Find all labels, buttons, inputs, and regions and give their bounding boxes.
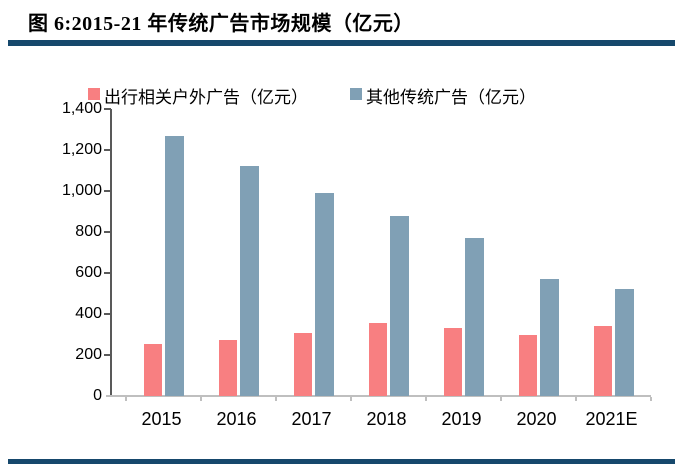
bottom-divider-rule [8,459,675,464]
bar-outdoor-2019 [443,328,462,396]
bar-other-2021E [614,289,634,396]
x-axis-labels: 2015 2016 2017 2018 2019 2020 2021E [124,409,649,430]
chart-legend: 出行相关户外广告（亿元） 其他传统广告（亿元） [88,83,536,108]
x-axis-label-2020: 2020 [516,409,557,429]
x-axis-tick [575,397,577,401]
bar-other-2017 [314,193,334,396]
x-axis-label-2017: 2017 [291,409,332,429]
x-axis-tick [125,397,127,401]
y-axis-tick-label: 1,400 [61,100,102,117]
x-axis-label-2015: 2015 [141,409,182,429]
bar-other-2018 [389,215,409,396]
x-axis-tick [350,397,352,401]
x-axis-label-2021E: 2021E [585,409,638,429]
bar-group-2018 [351,109,426,396]
x-axis-label-2016: 2016 [216,409,257,429]
plot-area [104,108,652,401]
x-axis-tick [650,397,652,401]
bar-group-2017 [276,109,351,396]
bar-group-2016 [201,109,276,396]
bar-other-2015 [164,135,184,396]
x-axis-tick [500,397,502,401]
y-axis-tick-label: 0 [93,387,102,404]
y-axis-tick-label: 1,200 [61,141,102,158]
x-axis-line [106,395,651,397]
bar-group-2019 [426,109,501,396]
legend-swatch-blue-icon [350,87,362,100]
bar-outdoor-2016 [218,339,237,396]
bar-outdoor-2015 [143,343,162,396]
legend-swatch-red-icon [88,87,100,100]
legend-item-outdoor-ads: 出行相关户外广告（亿元） [88,83,308,108]
bar-other-2020 [539,279,559,396]
bar-outdoor-2017 [293,332,312,396]
y-axis-tick [104,272,111,274]
y-axis-tick-label: 600 [75,264,102,281]
y-axis-tick [104,354,111,356]
y-axis-tick [104,108,111,110]
bar-group-2020 [501,109,576,396]
y-axis-tick [104,190,111,192]
bar-other-2016 [239,166,259,396]
y-axis-tick [104,313,111,315]
x-axis-label-2018: 2018 [366,409,407,429]
y-axis-tick-label: 200 [75,346,102,363]
bar-other-2019 [464,238,484,396]
legend-label-other-traditional-ads: 其他传统广告（亿元） [366,88,536,107]
bar-outdoor-2018 [368,323,387,396]
bar-group-2015 [126,109,201,396]
x-axis-tick [200,397,202,401]
y-axis-tick-label: 800 [75,223,102,240]
bar-group-2021E [576,109,651,396]
title-divider-rule [8,40,675,46]
bar-outdoor-2020 [518,334,537,396]
y-axis-tick-label: 400 [75,305,102,322]
y-axis-tick-label: 1,000 [61,182,102,199]
figure-title: 图 6:2015-21 年传统广告市场规模（亿元） [28,13,414,35]
legend-item-other-traditional-ads: 其他传统广告（亿元） [350,83,536,108]
x-axis-tick [425,397,427,401]
bar-outdoor-2021E [593,326,612,396]
legend-label-outdoor-ads: 出行相关户外广告（亿元） [104,88,308,107]
y-axis-tick [104,149,111,151]
y-axis-tick [104,231,111,233]
x-axis-label-2019: 2019 [441,409,482,429]
x-axis-tick [275,397,277,401]
